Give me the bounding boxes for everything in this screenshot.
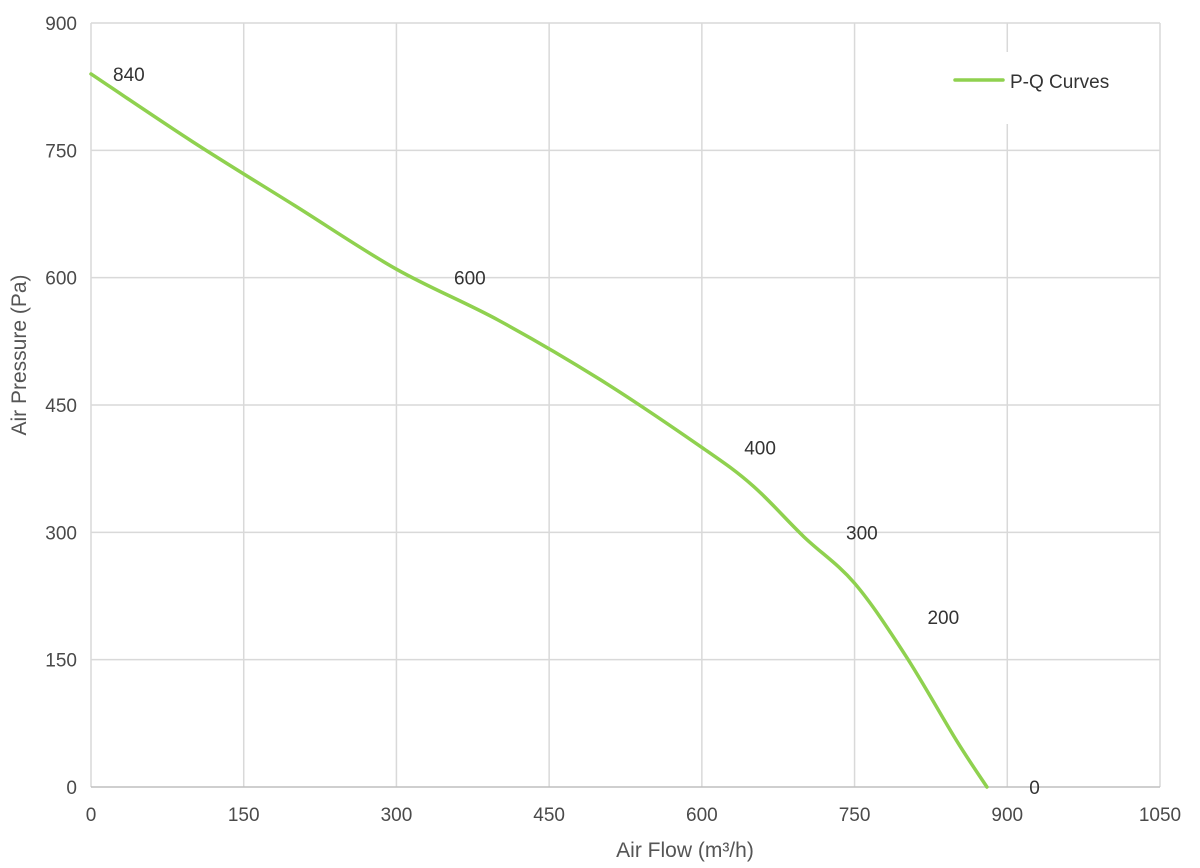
data-label: 300	[846, 523, 878, 544]
data-point	[293, 204, 296, 207]
x-tick-label: 1050	[1139, 805, 1181, 826]
data-label: 600	[454, 269, 486, 290]
data-label: 400	[744, 438, 776, 459]
x-tick-label: 450	[533, 805, 565, 826]
x-tick-label: 0	[86, 805, 97, 826]
y-tick-label: 750	[45, 141, 77, 162]
series-line-pq-curves	[89, 72, 989, 789]
data-label: 840	[113, 65, 145, 86]
data-label: 0	[1029, 778, 1040, 799]
x-tick-label: 150	[228, 805, 260, 826]
data-point	[700, 446, 704, 449]
x-axis-title: Air Flow (m³/h)	[616, 839, 754, 862]
y-tick-labels: 0 150 300 450 600 750 900	[45, 14, 77, 799]
data-points	[89, 72, 989, 789]
data-point	[89, 72, 93, 76]
x-tick-label: 600	[686, 805, 718, 826]
data-point	[191, 140, 195, 144]
y-axis-title: Air Pressure (Pa)	[8, 274, 31, 435]
legend: P-Q Curves	[953, 52, 1150, 124]
data-point	[751, 484, 754, 487]
data-point	[904, 654, 907, 657]
data-point	[395, 267, 398, 271]
axes	[90, 23, 1160, 788]
data-labels: 840 600 400 300 200 0	[113, 65, 1040, 799]
y-tick-label: 300	[45, 523, 77, 544]
data-point	[853, 582, 856, 585]
data-point	[497, 318, 500, 322]
x-tick-label: 750	[839, 805, 871, 826]
y-tick-label: 600	[45, 269, 77, 290]
data-point	[598, 378, 602, 381]
y-tick-label: 900	[45, 14, 77, 35]
data-label: 200	[927, 608, 959, 629]
y-tick-label: 0	[66, 778, 77, 799]
data-point	[802, 535, 805, 538]
y-tick-label: 150	[45, 651, 77, 672]
legend-box	[965, 52, 1150, 124]
grid-lines	[91, 22, 1161, 787]
x-tick-label: 900	[991, 805, 1023, 826]
x-tick-labels: 0 150 300 450 600 750 900 1050	[86, 805, 1181, 826]
y-tick-label: 450	[45, 396, 77, 417]
data-point	[985, 785, 989, 789]
x-tick-label: 300	[381, 805, 413, 826]
legend-label: P-Q Curves	[1010, 72, 1109, 93]
data-point	[955, 739, 958, 742]
